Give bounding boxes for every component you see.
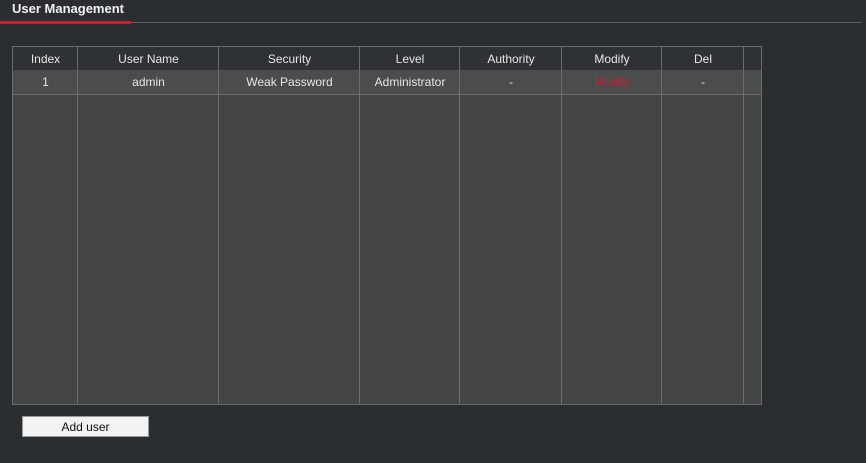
- column-divider: [661, 47, 662, 404]
- cell-authority: -: [509, 75, 513, 89]
- table-row[interactable]: 1 admin Weak Password Administrator - Mo…: [13, 70, 761, 95]
- column-divider: [561, 47, 562, 404]
- column-header-index: Index: [30, 51, 61, 66]
- add-user-button[interactable]: Add user: [22, 416, 149, 437]
- column-header-security: Security: [267, 51, 312, 66]
- column-divider: [77, 47, 78, 404]
- column-divider: [218, 47, 219, 404]
- table-header: Index User Name Security Level Authority…: [13, 47, 761, 71]
- column-header-level: Level: [395, 51, 425, 66]
- column-divider: [459, 47, 460, 404]
- column-header-authority: Authority: [487, 51, 535, 66]
- cell-user-name: admin: [132, 75, 165, 89]
- cell-level: Administrator: [374, 75, 446, 89]
- cell-del: -: [701, 75, 705, 89]
- user-table: Index User Name Security Level Authority…: [12, 46, 762, 405]
- column-divider: [743, 47, 744, 404]
- cell-index: 1: [42, 75, 49, 89]
- page-title: User Management: [12, 1, 124, 16]
- active-tab-indicator: [0, 21, 131, 24]
- column-header-user-name: User Name: [118, 51, 179, 66]
- tab-divider: [0, 22, 862, 23]
- column-divider: [359, 47, 360, 404]
- column-header-del: Del: [693, 51, 712, 66]
- cell-security: Weak Password: [246, 75, 333, 89]
- column-header-modify: Modify: [594, 51, 630, 66]
- modify-link[interactable]: Modify: [594, 75, 630, 89]
